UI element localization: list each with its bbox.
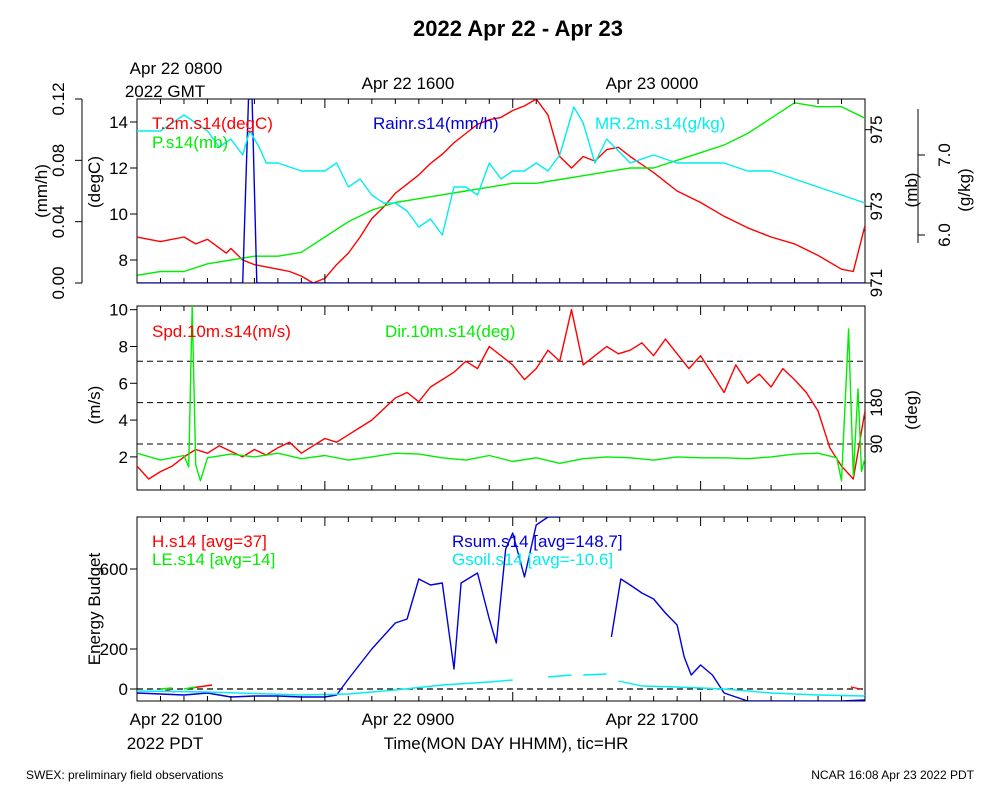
pres-tick-label: 973: [867, 192, 886, 220]
chart-title: 2022 Apr 22 - Apr 23: [413, 16, 623, 41]
panel-plot-group-0: [137, 99, 865, 283]
rain-tick-label: 0.04: [49, 205, 68, 238]
temp-tick-label: 10: [109, 205, 128, 224]
bottom-panel-frame: [136, 516, 866, 702]
top-axis-first-label-line2: 2022 GMT: [125, 82, 205, 101]
temp-tick-label: 8: [119, 251, 128, 270]
panel-plot-group-1: [137, 306, 865, 482]
rain-tick-label: 0.12: [49, 82, 68, 115]
legend-sensible-heat: H.s14 [avg=37]: [152, 532, 267, 551]
legend-soil-heat: Gsoil.s14 [avg=-10.6]: [452, 550, 613, 569]
dir-tick-label: 90: [867, 435, 886, 454]
series-line-h-s14-avg-37: [850, 686, 861, 690]
middle-panel-frame: [136, 305, 866, 491]
temp-tick-label: 14: [109, 113, 128, 132]
top-axis-first-label-line1: Apr 22 0800: [130, 59, 223, 78]
series-line-dir-10m-s14-deg: [137, 306, 865, 482]
series-line-le-s14-avg-14: [183, 686, 196, 690]
pres-tick-label: 975: [867, 115, 886, 143]
plot-layer: [137, 99, 865, 701]
legend-temperature: T.2m.s14(degC): [152, 114, 273, 133]
x-axis-title: Time(MON DAY HHMM), tic=HR: [384, 734, 629, 753]
legend-wind-speed: Spd.10m.s14(m/s): [152, 322, 291, 341]
legend-wind-direction: Dir.10m.s14(deg): [385, 322, 515, 341]
legend-latent-heat: LE.s14 [avg=14]: [152, 550, 275, 569]
energy-tick-label: 0: [119, 680, 128, 699]
pressure-axis-label: (mb): [902, 173, 921, 208]
direction-axis-label: (deg): [902, 390, 921, 430]
spd-tick-label: 2: [119, 448, 128, 467]
spd-tick-label: 6: [119, 374, 128, 393]
series-line-gsoil-s14-avg-10-6: [618, 680, 865, 697]
footer-right-note: NCAR 16:08 Apr 23 2022 PDT: [811, 768, 974, 782]
dir-tick-label: 180: [867, 388, 886, 416]
rain-axis-label: (mm/h): [32, 164, 51, 218]
bottom-axis-first-label-line2: 2022 PDT: [127, 734, 204, 753]
axis-layer: 0.00 0.04 0.08 0.12 8 10 12 14 971 973 975 6.0 7.0 2 4…: [49, 82, 954, 701]
spd-tick-label: 4: [119, 411, 128, 430]
series-line-gsoil-s14-avg-10-6: [547, 674, 572, 678]
temp-tick-label: 12: [109, 159, 128, 178]
spd-tick-label: 8: [119, 337, 128, 356]
energy-tick-label: 600: [100, 560, 128, 579]
temp-axis-label: (degC): [85, 156, 104, 208]
legend-net-radiation: Rsum.s14 [avg=148.7]: [452, 532, 623, 551]
rain-tick-label: 0.08: [49, 144, 68, 177]
panel-plot-group-2: [137, 517, 865, 701]
series-line-p-s14-mb: [137, 102, 865, 276]
legend-mixing-ratio: MR.2m.s14(g/kg): [595, 114, 725, 133]
mr-tick-label: 6.0: [935, 223, 954, 247]
legend-rain-rate: Rainr.s14(mm/h): [373, 114, 499, 133]
mr-tick-label: 7.0: [935, 143, 954, 167]
series-line-le-s14-avg-14: [160, 687, 173, 690]
bottom-axis-first-label-line1: Apr 22 0100: [130, 710, 223, 729]
bottom-axis-label-0900: Apr 22 0900: [362, 710, 455, 729]
energy-axis-label: Energy Budget: [85, 552, 104, 665]
speed-axis-label: (m/s): [85, 386, 104, 425]
mixing-ratio-axis-label: (g/kg): [955, 168, 974, 211]
series-line-spd-10m-s14-m-s: [137, 309, 865, 480]
pres-tick-label: 971: [867, 269, 886, 297]
series-line-gsoil-s14-avg-10-6: [137, 679, 513, 696]
series-line-t-2m-s14-degc: [137, 99, 865, 283]
series-line-rsum-s14-avg-148-7: [610, 578, 865, 701]
energy-tick-label: 200: [100, 640, 128, 659]
top-axis-label-0000: Apr 23 0000: [606, 74, 699, 93]
series-line-gsoil-s14-avg-10-6: [583, 673, 607, 676]
series-line-rainr-s14-mm-h: [137, 99, 865, 283]
footer-left-note: SWEX: preliminary field observations: [26, 768, 224, 782]
top-axis-label-1600: Apr 22 1600: [362, 74, 455, 93]
legend-pressure: P.s14(mb): [152, 133, 228, 152]
bottom-axis-label-1700: Apr 22 1700: [606, 710, 699, 729]
series-line-rsum-s14-avg-148-7: [137, 517, 560, 698]
series-line-mr-2m-s14-g-kg: [137, 106, 865, 236]
spd-tick-label: 10: [109, 301, 128, 320]
rain-tick-label: 0.00: [49, 266, 68, 299]
